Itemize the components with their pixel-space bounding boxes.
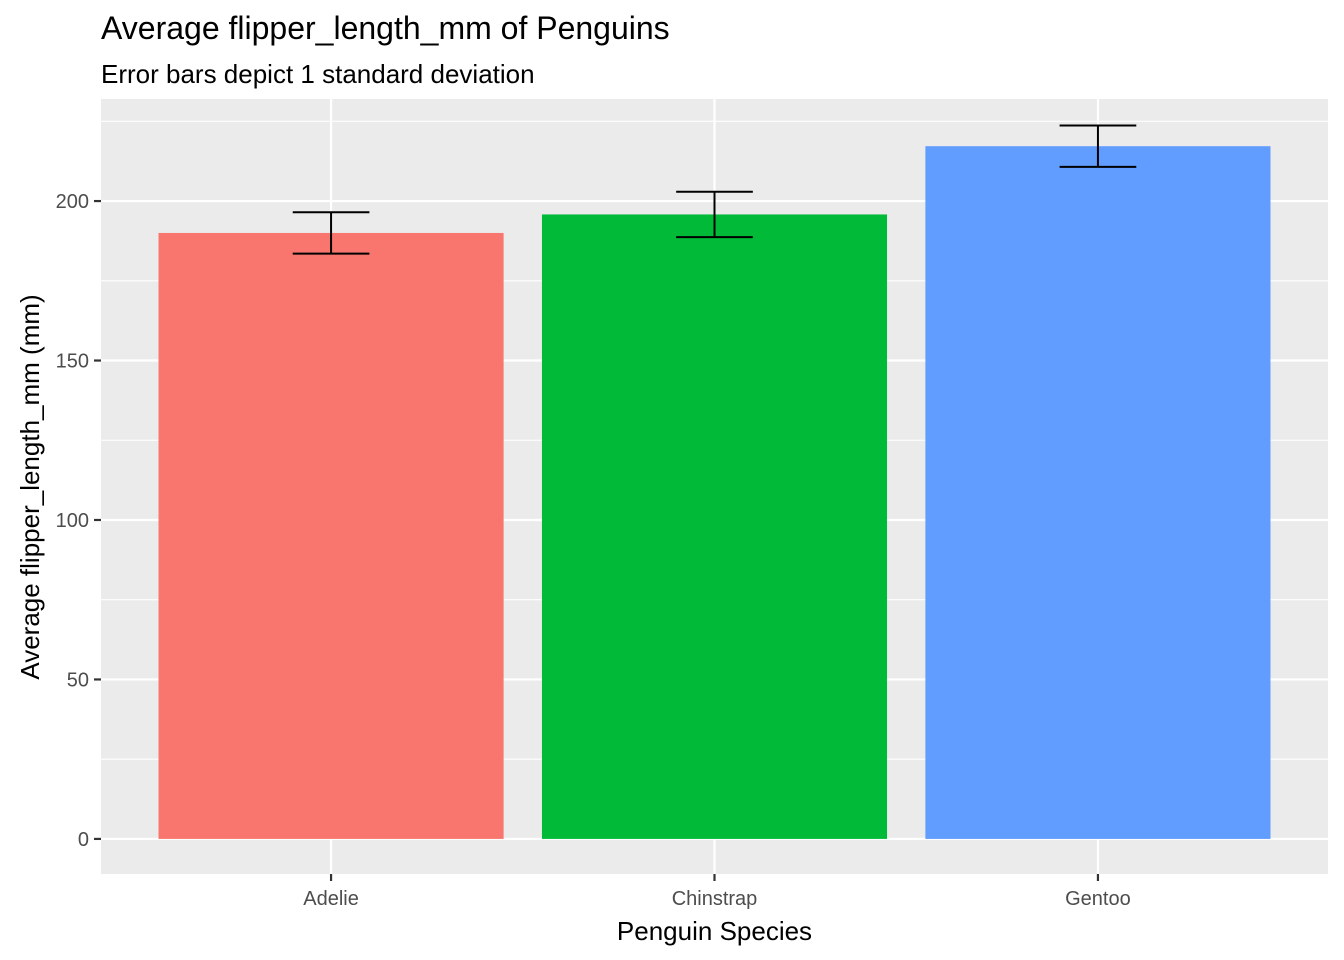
error-bar-gentoo (1059, 124, 1137, 168)
x-tick-label: Adelie (303, 888, 359, 910)
y-tick-label: 100 (56, 510, 89, 532)
y-axis: 0 50 100 150 200 (56, 191, 101, 851)
bars (158, 146, 1271, 839)
error-bars (292, 124, 1137, 255)
x-tick-label: Chinstrap (672, 888, 758, 910)
x-axis: Adelie Chinstrap Gentoo (303, 874, 1131, 910)
error-bar-chinstrap (676, 190, 753, 239)
bar-adelie (158, 232, 504, 839)
chart-subtitle: Error bars depict 1 standard deviation (101, 59, 535, 89)
y-tick-label: 150 (56, 351, 89, 373)
y-tick-label: 200 (56, 191, 89, 213)
y-tick-label: 0 (78, 829, 89, 851)
x-axis-title: Penguin Species (617, 916, 812, 946)
y-axis-title: Average flipper_length_mm (mm) (15, 294, 45, 679)
error-bar-adelie (292, 211, 370, 255)
x-tick-label: Gentoo (1065, 888, 1131, 910)
bar-chinstrap (541, 214, 888, 839)
chart-title: Average flipper_length_mm of Penguins (101, 10, 670, 46)
y-tick-label: 50 (67, 669, 89, 691)
bar-gentoo (925, 146, 1271, 839)
